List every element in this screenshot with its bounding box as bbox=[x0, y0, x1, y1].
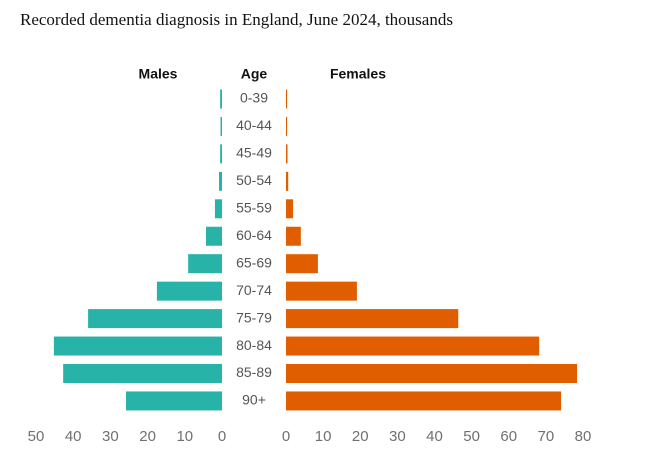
bar bbox=[286, 116, 288, 136]
x-tick-label: 40 bbox=[65, 428, 82, 445]
category-label: 45-49 bbox=[236, 145, 272, 161]
category-label: 50-54 bbox=[236, 172, 272, 188]
category-label: 55-59 bbox=[236, 200, 272, 216]
bar bbox=[286, 89, 288, 109]
x-tick-label: 80 bbox=[575, 428, 592, 445]
x-tick-label: 40 bbox=[426, 428, 443, 445]
category-label: 85-89 bbox=[236, 364, 272, 380]
x-tick-label: 20 bbox=[139, 428, 156, 445]
bar bbox=[286, 364, 578, 383]
bar bbox=[220, 89, 222, 109]
bar bbox=[63, 364, 222, 383]
bar bbox=[206, 226, 222, 246]
category-label: 0-39 bbox=[240, 90, 268, 106]
bar bbox=[286, 309, 459, 329]
x-tick-label: 70 bbox=[538, 428, 555, 445]
x-tick-label: 30 bbox=[102, 428, 119, 445]
category-label: 60-64 bbox=[236, 227, 272, 243]
category-label: 75-79 bbox=[236, 309, 272, 325]
bar bbox=[188, 254, 222, 274]
x-tick-label: 50 bbox=[463, 428, 480, 445]
bar bbox=[286, 171, 289, 191]
chart-title: Recorded dementia diagnosis in England, … bbox=[20, 10, 453, 29]
category-label: 40-44 bbox=[236, 117, 272, 133]
x-tick-label: 20 bbox=[352, 428, 369, 445]
bar bbox=[286, 254, 318, 274]
category-label: 80-84 bbox=[236, 337, 272, 353]
category-label: 70-74 bbox=[236, 282, 272, 298]
x-tick-label: 10 bbox=[176, 428, 193, 445]
x-tick-label: 10 bbox=[315, 428, 332, 445]
x-tick-label: 30 bbox=[389, 428, 406, 445]
bar bbox=[220, 116, 222, 136]
bar bbox=[219, 171, 222, 191]
category-header: Age bbox=[241, 66, 268, 82]
x-tick-label: 60 bbox=[500, 428, 517, 445]
legend-label: Females bbox=[330, 66, 386, 82]
bar bbox=[286, 281, 357, 301]
bar bbox=[53, 336, 222, 356]
category-label: 65-69 bbox=[236, 254, 272, 270]
x-tick-label: 0 bbox=[282, 428, 290, 445]
x-tick-label: 0 bbox=[218, 428, 226, 445]
bar bbox=[88, 309, 222, 329]
bar bbox=[214, 199, 222, 219]
bar bbox=[286, 226, 301, 246]
x-tick-label: 50 bbox=[28, 428, 45, 445]
bar bbox=[286, 144, 288, 164]
category-label: 90+ bbox=[242, 392, 266, 408]
bar bbox=[126, 391, 222, 411]
bar bbox=[156, 281, 222, 301]
bar bbox=[286, 391, 562, 411]
bar bbox=[220, 144, 222, 164]
bar bbox=[286, 336, 540, 356]
legend-label: Males bbox=[139, 66, 178, 82]
bar bbox=[286, 199, 294, 219]
